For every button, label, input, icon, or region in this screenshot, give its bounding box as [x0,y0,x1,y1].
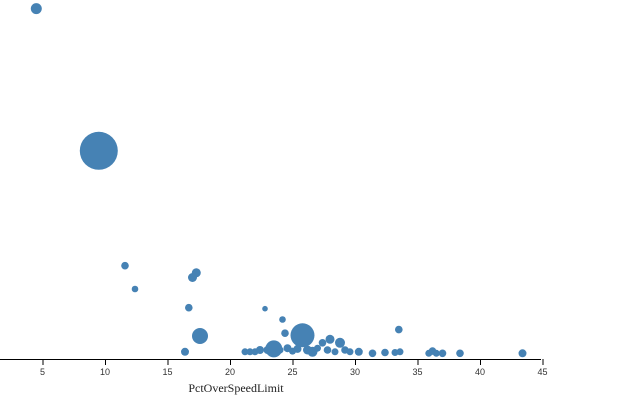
data-point-16 [276,346,284,354]
data-point-22 [290,323,315,348]
x-axis: 5 10 15 20 25 30 35 40 45 [0,359,548,377]
data-point-26 [318,339,327,347]
data-point-1 [79,131,118,170]
data-point-28 [325,334,335,344]
x-tick-label-25: 25 [287,367,297,377]
data-point-17 [279,316,286,323]
data-point-12 [256,346,264,354]
x-tick-label-45: 45 [537,367,547,377]
data-point-0 [30,3,42,15]
data-point-4 [185,303,193,312]
data-point-34 [368,349,377,358]
x-tick-label-35: 35 [412,367,422,377]
x-tick-label-5: 5 [40,367,45,377]
data-point-33 [354,347,363,356]
data-point-18 [281,329,289,338]
x-tick-label-10: 10 [100,367,110,377]
x-tick-label-40: 40 [475,367,485,377]
data-point-32 [346,348,354,356]
data-point-38 [396,348,404,356]
data-point-35 [381,348,389,357]
data-point-43 [456,349,464,358]
data-point-13 [262,305,268,312]
data-point-10 [246,348,254,356]
x-tick-label-20: 20 [225,367,235,377]
data-point-6 [191,268,201,278]
data-point-25 [314,344,321,352]
data-point-30 [335,337,345,348]
data-point-42 [438,349,447,358]
data-point-9 [241,348,249,356]
data-point-29 [331,348,339,356]
data-point-44 [518,349,527,358]
points-layer [30,3,527,358]
x-axis-title: PctOverSpeedLimit [188,381,284,395]
data-point-2 [121,261,129,270]
x-tick-label-30: 30 [350,367,360,377]
x-tick-label-15: 15 [162,367,172,377]
data-point-41 [432,349,440,357]
data-point-37 [395,325,403,334]
data-point-15 [265,340,283,358]
data-point-27 [323,346,332,354]
data-point-7 [192,328,208,344]
data-point-8 [181,347,189,356]
data-point-3 [131,285,139,293]
